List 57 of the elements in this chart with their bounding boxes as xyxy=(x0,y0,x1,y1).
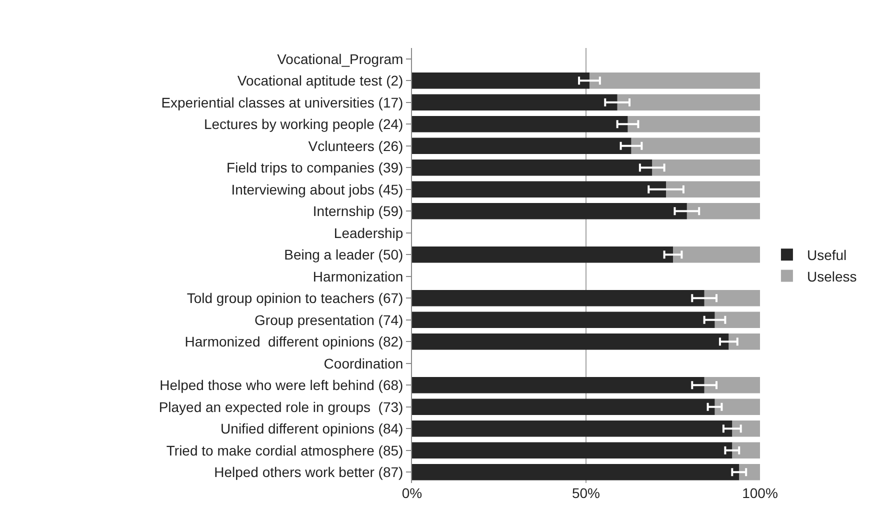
bar xyxy=(704,290,760,306)
y-tick-label: Experiential classes at universities (17) xyxy=(161,94,404,110)
bar xyxy=(412,376,704,394)
bar xyxy=(412,138,632,154)
x-tick-label: 0% xyxy=(402,485,422,501)
y-tick-label: Field trips to companies (39) xyxy=(226,160,404,176)
bar xyxy=(412,246,673,263)
bar xyxy=(412,420,732,437)
bar xyxy=(673,246,760,263)
bar xyxy=(666,181,760,198)
y-tick-label: Harmonization xyxy=(312,268,404,284)
bar xyxy=(412,159,652,176)
x-tick-label: 50% xyxy=(572,485,600,501)
bar xyxy=(412,333,729,350)
x-tick-label: 100% xyxy=(742,485,778,501)
bar xyxy=(714,398,760,416)
bar xyxy=(739,464,760,480)
bar xyxy=(412,94,618,111)
y-tick-label: Internship (59) xyxy=(312,203,404,220)
y-tick-label: Being a leader (50) xyxy=(284,246,404,263)
bar xyxy=(412,202,687,220)
bar xyxy=(412,181,666,198)
bar xyxy=(686,202,760,220)
y-tick-label: Interviewing about jobs (45) xyxy=(231,181,404,198)
bar xyxy=(732,442,760,459)
bar xyxy=(412,464,740,480)
y-tick-label: Helped others work better (87) xyxy=(214,464,404,480)
bar xyxy=(412,398,715,416)
bar xyxy=(412,290,704,306)
y-tick-label: Vocational aptitude test (2) xyxy=(237,72,404,89)
y-tick-label: Lectures by working people (24) xyxy=(204,116,404,132)
bar xyxy=(412,116,628,132)
y-tick-label: Vocational_Program xyxy=(277,50,404,67)
bar xyxy=(728,333,760,350)
y-tick-label: Harmonized different opinions (82) xyxy=(184,334,404,350)
y-tick-label: Coordination xyxy=(324,355,404,372)
bar xyxy=(412,312,715,328)
legend-label: Useless xyxy=(806,268,857,284)
bar xyxy=(628,116,760,132)
legend-label: Useful xyxy=(806,247,847,264)
y-tick-label: Group presentation (74) xyxy=(254,312,404,328)
y-tick-label: Vclunteers (26) xyxy=(308,138,404,154)
bar xyxy=(732,420,760,437)
bar xyxy=(652,159,760,176)
y-tick-label: Leadership xyxy=(334,224,404,241)
bar xyxy=(631,138,760,154)
y-tick-label: Unified different opinions (84) xyxy=(220,420,404,437)
bar xyxy=(412,72,590,89)
bar xyxy=(617,94,760,111)
y-tick-label: Played an expected role in groups (73) xyxy=(158,398,404,415)
y-tick-label: Told group opinion to teachers (67) xyxy=(186,290,404,306)
y-tick-label: Helped those who were left behind (68) xyxy=(160,377,404,394)
bar xyxy=(412,442,732,459)
bar xyxy=(589,72,760,89)
bar xyxy=(714,312,760,328)
bar xyxy=(704,376,760,394)
y-tick-label: Tried to make cordial atmosphere (85) xyxy=(166,442,404,458)
